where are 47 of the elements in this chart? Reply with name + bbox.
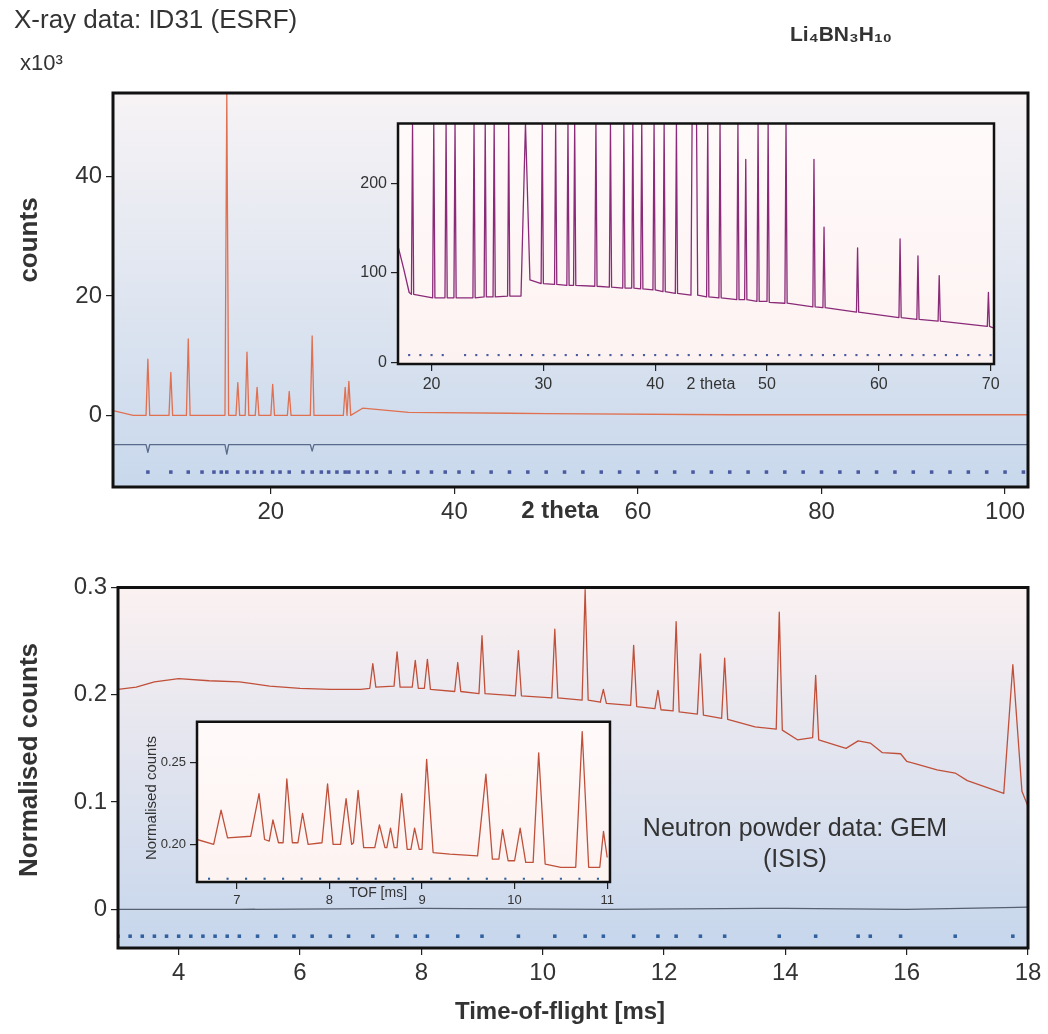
annotation: Neutron powder data: GEM (ISIS) [641,812,949,875]
x-tick-label: 18 [1014,958,1042,986]
x-tick-label: 60 [869,375,888,393]
x-tick-label: 12 [650,958,678,986]
x-tick-label: 80 [808,497,835,525]
x-tick-label: 16 [893,958,921,986]
x-axis-title: TOF [ms] [348,884,408,900]
x-tick-label: 100 [985,497,1026,525]
x-tick-label: 10 [507,892,522,908]
y-tick-label: 0 [88,399,102,427]
y-tick-label: 40 [75,161,102,189]
y-axis-title: counts [12,197,44,283]
x-tick-label: 70 [981,375,1000,393]
x-tick-label: 8 [325,892,334,908]
x-tick-label: 6 [293,958,307,986]
x-tick-label: 60 [624,497,652,525]
x-tick-label: 7 [233,892,241,908]
y-tick-label: 0 [378,352,388,370]
x-tick-label: 9 [418,892,426,908]
y-tick-label: 0.1 [73,786,107,814]
y-tick-label: 0 [93,893,107,921]
y-tick-label: 0.2 [73,679,107,707]
x-tick-label: 20 [422,375,441,393]
y-tick-label: 200 [360,173,388,191]
x-tick-label: 8 [414,958,429,986]
x-tick-label: 50 [758,375,777,393]
x-tick-label: 4 [171,958,186,986]
x-axis-title: 2 theta [686,375,736,393]
text: Li₄BN₃H₁₀ [790,22,893,46]
y-tick-label: 100 [360,263,388,281]
y-tick-label: 0.3 [73,572,107,600]
y-tick-label: 0.25 [160,754,186,770]
y-tick-label: 20 [75,280,102,308]
x-tick-label: 10 [529,958,557,986]
chart-title: X-ray data: ID31 (ESRF) [14,4,298,35]
x-tick-label: 30 [534,375,553,393]
text: x10³ [20,50,63,76]
x-tick-label: 11 [600,892,614,908]
x-tick-label: 14 [771,958,799,986]
x-axis-title: 2 theta [521,496,599,524]
x-tick-label: 20 [257,497,285,525]
x-tick-label: 40 [441,497,468,525]
x-tick-label: 40 [646,375,665,393]
x-axis-title: Time-of-flight [ms] [454,997,666,1025]
y-tick-label: 0.20 [160,835,186,851]
y-axis-title: Normalised counts [12,642,44,878]
y-axis-title: Normalised counts [141,735,159,861]
